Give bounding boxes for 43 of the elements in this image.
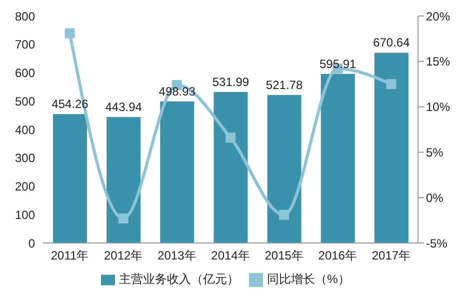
point [226, 132, 236, 143]
y-tick-label: 400 [14, 122, 36, 137]
data-label: 521.78 [266, 78, 303, 92]
data-label: 595.91 [320, 56, 357, 71]
y-tick-label: 500 [14, 94, 36, 108]
legend-label: 同比增长（%） [267, 272, 350, 286]
data-label: 454.26 [52, 97, 89, 112]
y2-tick-label: 5% [426, 145, 444, 160]
data-label: 531.99 [212, 75, 250, 90]
x-tick-label: 2015年 [264, 248, 304, 263]
y-tick-label: 300 [14, 151, 36, 166]
y-tick-label: 700 [14, 38, 36, 52]
data-label: 670.64 [373, 36, 410, 50]
bar [214, 92, 248, 243]
x-tick-label: 2017年 [372, 248, 411, 263]
y2-tick-label: 15% [426, 54, 450, 69]
bar [320, 74, 355, 243]
y-tick-label: 0 [28, 236, 36, 250]
point [279, 210, 290, 220]
x-tick-label: 2011年 [50, 248, 89, 263]
y-tick-label: 100 [14, 208, 36, 222]
point [386, 79, 396, 90]
data-label: 498.93 [158, 84, 196, 98]
x-tick-label: 2016年 [318, 248, 357, 263]
y2-tick-label: 10% [426, 100, 450, 114]
bar [160, 101, 194, 243]
x-tick-label: 2013年 [158, 248, 196, 263]
y-tick-label: 600 [14, 66, 36, 80]
y2-tick-label: -5% [426, 236, 448, 250]
data-label: 443.94 [105, 100, 142, 114]
x-tick-label: 2014年 [211, 248, 250, 263]
bar [106, 117, 141, 243]
bar [267, 94, 302, 243]
y-tick-label: 800 [14, 9, 36, 24]
x-tick-label: 2012年 [104, 248, 143, 263]
y-tick-label: 200 [14, 180, 36, 194]
point [64, 28, 75, 38]
y2-tick-label: 0% [426, 190, 444, 205]
legend-label: 主营业务收入（亿元） [119, 272, 240, 286]
bar [53, 114, 87, 243]
point [118, 213, 128, 224]
bar [374, 52, 408, 243]
y2-tick-label: 20% [426, 9, 450, 24]
